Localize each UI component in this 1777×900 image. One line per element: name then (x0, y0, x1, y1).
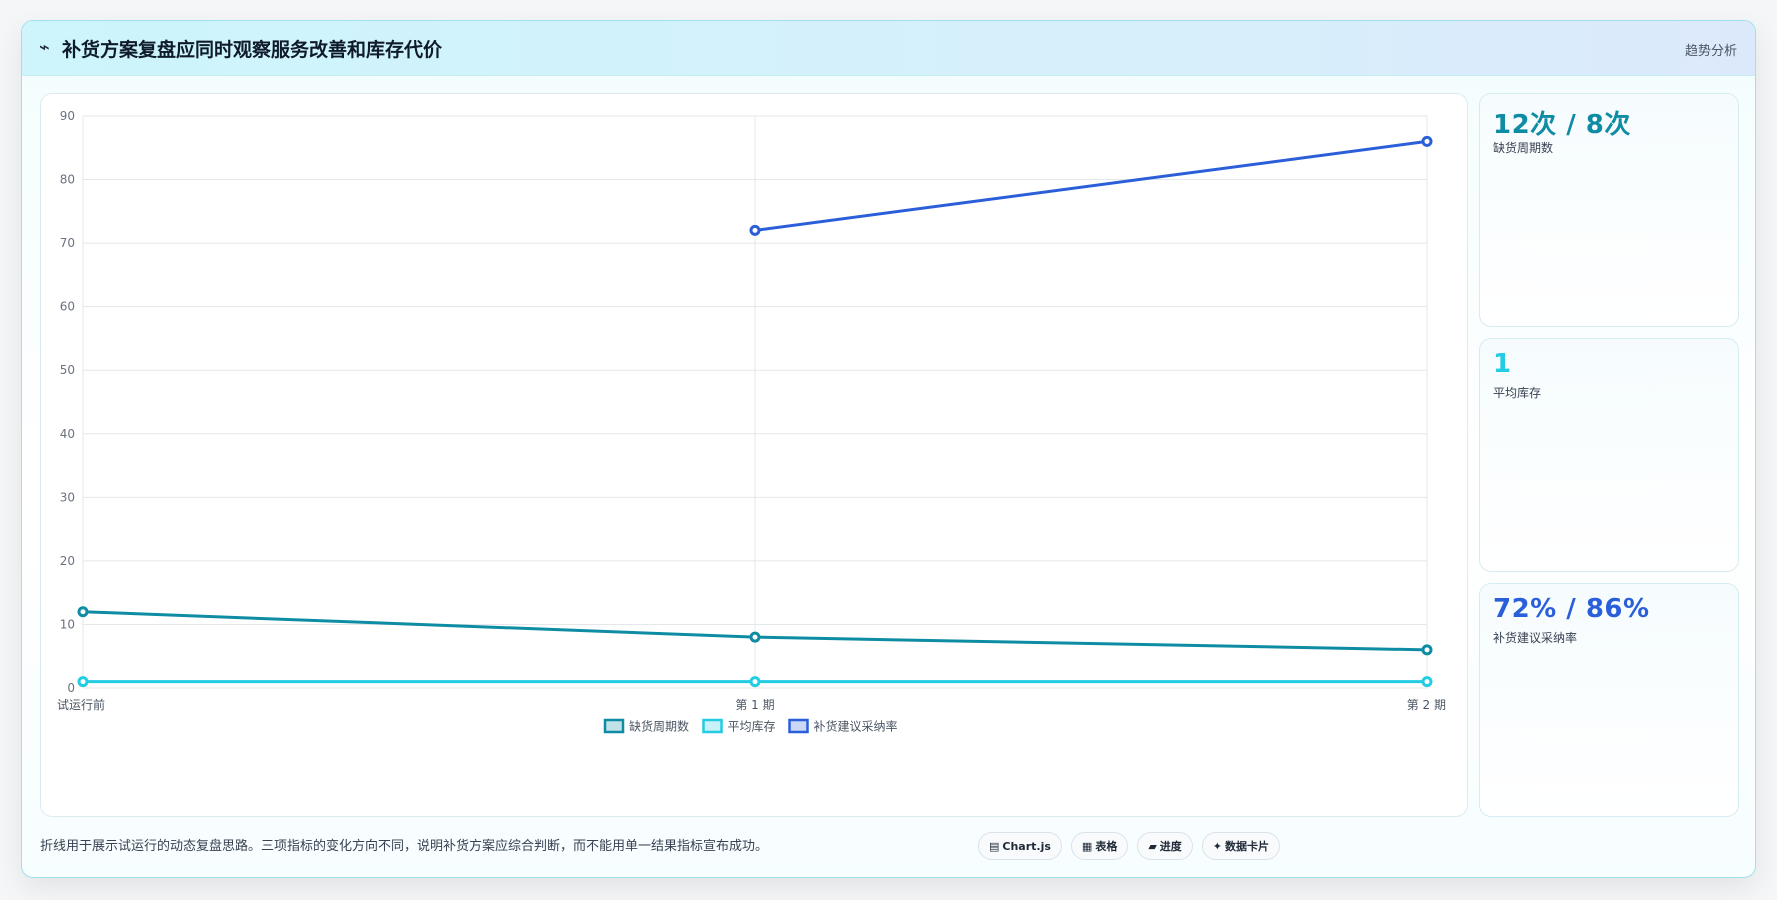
y-tick-label: 10 (60, 617, 75, 631)
chip-data-card[interactable]: ✦ 数据卡片 (1201, 832, 1281, 860)
y-tick-label: 0 (67, 681, 75, 695)
data-point (1421, 135, 1433, 147)
kpi-label: 平均库存 (1493, 386, 1542, 400)
chart-card: 0 10 20 30 40 50 60 70 80 90 试运行前 第 1 期 第 2 期缺货周期数 平均… (40, 93, 1468, 817)
data-point (1421, 644, 1433, 656)
legend-label: 补货建议采纳率 (814, 719, 898, 734)
data-point (749, 631, 761, 643)
x-tick-label: 第 2 期 (1407, 698, 1446, 712)
chip-label: 表格 (1095, 840, 1118, 853)
chip-table[interactable]: ▦ 表格 (1070, 832, 1129, 860)
chip-chartjs[interactable]: ▤ Chart.js (978, 832, 1062, 860)
y-tick-label: 30 (60, 490, 75, 504)
kpi-card-stockout: 12次 / 8次 缺货周期数 (1479, 93, 1739, 327)
y-tick-label: 60 (60, 300, 75, 314)
kpi-value: 72% / 86% (1493, 594, 1650, 624)
kpi-label: 补货建议采纳率 (1493, 631, 1578, 645)
legend-swatch (788, 718, 809, 734)
data-point (77, 676, 89, 688)
data-point (749, 676, 761, 688)
kpi-value: 1 (1493, 349, 1512, 379)
card-icon: ✦ (1212, 839, 1223, 853)
chip-progress[interactable]: ▰ 进度 (1137, 832, 1193, 860)
chip-label: Chart.js (1002, 839, 1051, 853)
legend-swatch (702, 718, 723, 734)
legend-swatch (603, 718, 625, 734)
data-point (749, 224, 761, 236)
y-tick-label: 90 (60, 109, 75, 123)
table-icon: ▦ (1081, 839, 1093, 853)
data-point (1421, 676, 1433, 688)
kpi-card-inventory: 1 平均库存 (1479, 338, 1739, 572)
header-bar: ⌁ 补货方案复盘应同时观察服务改善和库存代价 趋势分析 (22, 21, 1755, 76)
footer-note: 折线用于展示试运行的动态复盘思路。三项指标的变化方向不同，说明补货方案应综合判断… (40, 839, 769, 854)
y-tick-label: 40 (60, 427, 75, 441)
tool-chips: ▤ Chart.js ▦ 表格 ▰ 进度 ✦ 数据卡片 (978, 832, 1281, 860)
chart-trend-icon: ⌁ (39, 37, 50, 58)
y-tick-label: 20 (60, 554, 75, 568)
x-tick-label: 试运行前 (57, 697, 105, 712)
y-tick-label: 80 (60, 173, 75, 187)
data-point (77, 606, 89, 618)
chart-icon: ▤ (989, 839, 1000, 853)
y-tick-label: 70 (60, 236, 75, 250)
chip-label: 进度 (1159, 840, 1182, 853)
dashboard-panel: ⌁ 补货方案复盘应同时观察服务改善和库存代价 趋势分析 0 10 20 30 40 50 6… (21, 20, 1756, 878)
legend-label: 缺货周期数 (629, 719, 689, 734)
legend-label: 平均库存 (728, 719, 776, 734)
kpi-card-adoption: 72% / 86% 补货建议采纳率 (1479, 583, 1739, 817)
y-tick-label: 50 (60, 363, 75, 377)
chip-label: 数据卡片 (1225, 840, 1270, 853)
kpi-label: 缺货周期数 (1493, 141, 1554, 155)
series-line (754, 139, 1428, 232)
progress-icon: ▰ (1148, 839, 1157, 853)
analysis-type-label: 趋势分析 (1684, 44, 1737, 59)
x-tick-label: 第 1 期 (735, 698, 774, 712)
kpi-value: 12次 / 8次 (1493, 110, 1631, 140)
page-title: 补货方案复盘应同时观察服务改善和库存代价 (62, 39, 443, 61)
